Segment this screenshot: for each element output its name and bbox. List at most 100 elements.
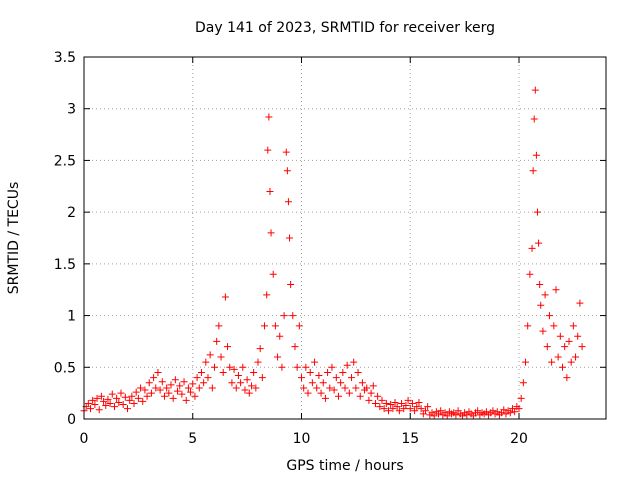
data-point (354, 368, 362, 376)
data-point (202, 358, 210, 366)
data-point (256, 345, 264, 353)
data-point (548, 358, 556, 366)
data-point (121, 393, 129, 401)
data-point (195, 384, 203, 392)
data-point (352, 384, 360, 392)
x-tick-label: 5 (188, 431, 197, 447)
data-point (245, 389, 253, 397)
data-point (145, 379, 153, 387)
data-point (319, 379, 327, 387)
data-point (541, 291, 549, 299)
data-point (371, 399, 379, 407)
data-point (106, 399, 114, 407)
data-point (545, 312, 553, 320)
data-point (269, 270, 277, 278)
data-point (517, 394, 525, 402)
data-point (230, 365, 238, 373)
data-point (280, 312, 288, 320)
data-point (313, 384, 321, 392)
y-tick-label: 3.5 (54, 50, 76, 66)
data-point (321, 394, 329, 402)
data-point (104, 395, 112, 403)
data-point (339, 368, 347, 376)
data-point (267, 229, 275, 237)
data-point (228, 379, 236, 387)
data-point (415, 398, 423, 406)
data-point (132, 388, 140, 396)
x-tick-label: 15 (401, 431, 419, 447)
data-point (206, 351, 214, 359)
data-point (204, 374, 212, 382)
data-point (430, 412, 438, 420)
data-point (531, 86, 539, 94)
data-point (345, 389, 353, 397)
data-point (189, 380, 197, 388)
data-point (536, 281, 544, 289)
data-point (572, 353, 580, 361)
data-point (443, 412, 451, 420)
data-point (298, 374, 305, 382)
data-point (87, 405, 95, 413)
data-point (524, 322, 532, 330)
data-point (113, 394, 121, 402)
data-points (80, 86, 586, 420)
data-point (191, 392, 199, 400)
chart-title: Day 141 of 2023, SRMTID for receiver ker… (195, 20, 495, 36)
data-point (413, 403, 421, 411)
data-point (287, 281, 295, 289)
data-point (237, 379, 245, 387)
data-point (274, 353, 282, 361)
data-point (311, 358, 319, 366)
data-point (284, 198, 292, 206)
data-point (369, 382, 377, 390)
data-point (115, 398, 123, 406)
data-point (358, 379, 366, 387)
data-point (402, 402, 410, 410)
data-point (91, 401, 99, 409)
data-point (519, 379, 527, 387)
data-point (324, 368, 332, 376)
data-point (261, 322, 269, 330)
data-point (241, 386, 249, 394)
data-point (421, 407, 429, 415)
data-point (100, 397, 108, 405)
data-point (554, 353, 562, 361)
data-point (282, 148, 290, 156)
data-point (417, 405, 425, 413)
data-point (226, 363, 234, 371)
x-tick-label: 20 (510, 431, 528, 447)
data-point (263, 291, 271, 299)
data-point (128, 392, 136, 400)
data-point (250, 368, 258, 376)
data-point (278, 363, 286, 371)
data-point (221, 293, 229, 301)
data-point (567, 358, 575, 366)
data-point (406, 405, 414, 413)
data-point (500, 406, 508, 414)
data-point (565, 337, 573, 345)
data-point (563, 374, 571, 382)
data-point (293, 363, 301, 371)
data-point (252, 384, 260, 392)
plot-frame (83, 56, 607, 420)
data-point (569, 322, 577, 330)
data-point (150, 374, 158, 382)
tick-labels: 0 0.5 1 1.5 2 2.5 3 3.5 0 5 10 15 20 (54, 50, 528, 447)
data-point (395, 407, 403, 415)
data-point (411, 407, 419, 415)
data-point (539, 327, 547, 335)
data-point (295, 322, 303, 330)
data-point (117, 389, 125, 397)
y-tick-label: 2.5 (54, 153, 76, 169)
data-point (529, 167, 537, 175)
data-point (158, 378, 166, 386)
data-point (532, 151, 540, 159)
data-point (97, 392, 105, 400)
data-point (304, 389, 312, 397)
data-point (289, 312, 297, 320)
data-point (193, 374, 201, 382)
data-point (143, 392, 151, 400)
data-point (408, 399, 416, 407)
data-point (317, 389, 325, 397)
